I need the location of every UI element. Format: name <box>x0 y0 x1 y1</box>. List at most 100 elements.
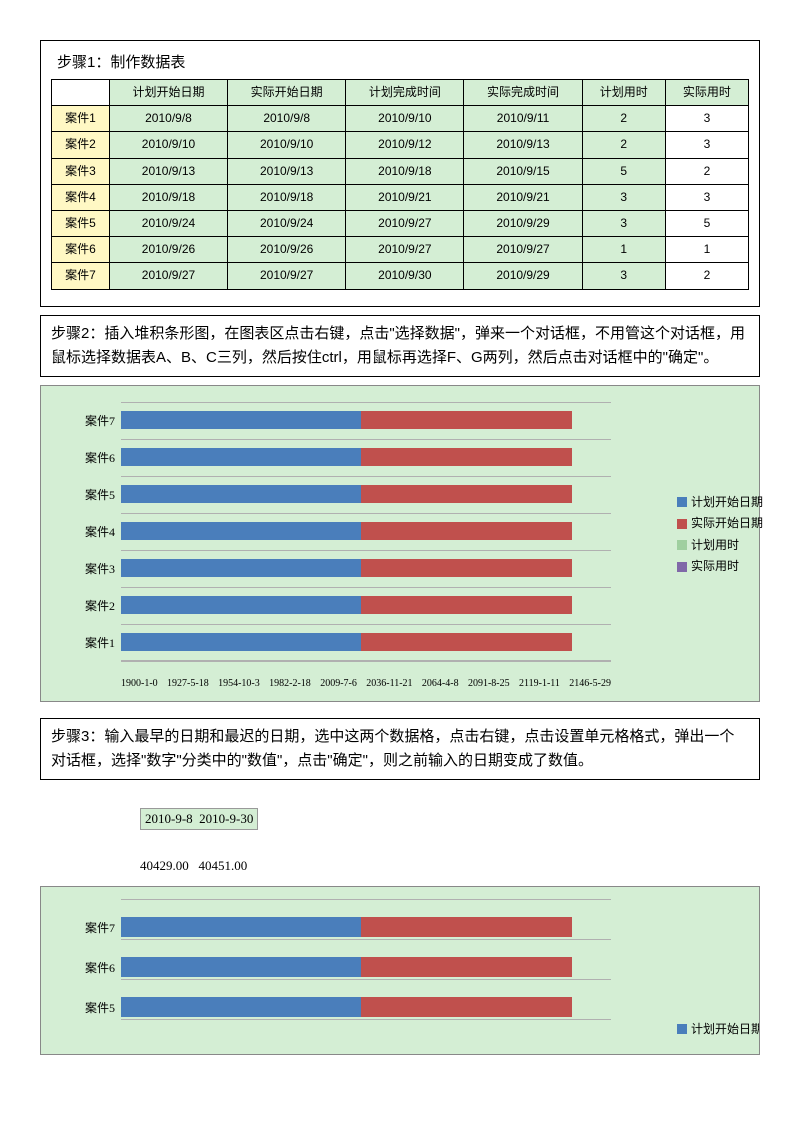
bar-row <box>121 624 611 661</box>
table-cell: 2010/9/18 <box>346 158 464 184</box>
bar-segment-actual-start <box>361 596 572 614</box>
bar-segment-actual-start <box>361 485 572 503</box>
table-cell: 3 <box>665 132 748 158</box>
table-cell: 2010/9/8 <box>228 106 346 132</box>
table-header: 计划开始日期 <box>109 80 227 106</box>
bar-segment-plan-start <box>121 448 361 466</box>
table-cell: 2010/9/10 <box>109 132 227 158</box>
table-header: 计划完成时间 <box>346 80 464 106</box>
step1-box: 步骤1：制作数据表 计划开始日期实际开始日期计划完成时间实际完成时间计划用时实际… <box>40 40 760 307</box>
x-tick-label: 2091-8-25 <box>468 678 510 689</box>
bar-segment-actual-start <box>361 997 572 1017</box>
bar-category-label: 案件3 <box>71 560 115 577</box>
table-cell: 3 <box>665 184 748 210</box>
table-cell: 5 <box>582 158 665 184</box>
legend-label: 实际开始日期 <box>691 513 763 535</box>
table-cell: 案件1 <box>52 106 110 132</box>
step2-box: 步骤2：插入堆积条形图，在图表区点击右键，点击"选择数据"，弹来一个对话框，不用… <box>40 315 760 377</box>
step3-text: 步骤3：输入最早的日期和最迟的日期，选中这两个数据格，点击右键，点击设置单元格格… <box>51 728 734 769</box>
table-cell: 案件2 <box>52 132 110 158</box>
x-tick-label: 2119-1-11 <box>519 678 560 689</box>
bar-category-label: 案件7 <box>71 919 115 936</box>
bar-category-label: 案件7 <box>71 412 115 429</box>
x-tick-label: 2146-5-29 <box>569 678 611 689</box>
bar-segment-plan-start <box>121 633 361 651</box>
table-cell: 案件3 <box>52 158 110 184</box>
table-cell: 2010/9/27 <box>464 237 582 263</box>
earliest-date: 2010-9-8 <box>145 811 193 826</box>
table-cell: 2010/9/26 <box>228 237 346 263</box>
latest-value: 40451.00 <box>199 858 248 873</box>
legend-swatch <box>677 562 687 572</box>
bar-row <box>121 587 611 624</box>
earliest-value: 40429.00 <box>140 858 189 873</box>
table-header: 实际用时 <box>665 80 748 106</box>
legend-label: 计划开始日期 <box>691 492 763 514</box>
bar-segment-actual-start <box>361 448 572 466</box>
bar-row <box>121 476 611 513</box>
table-cell: 2010/9/24 <box>228 210 346 236</box>
table-cell: 案件6 <box>52 237 110 263</box>
chart-1: 案件7案件6案件5案件4案件3案件2案件1 1900-1-01927-5-181… <box>40 385 760 702</box>
x-tick-label: 1927-5-18 <box>167 678 209 689</box>
table-cell: 2010/9/15 <box>464 158 582 184</box>
table-cell: 案件4 <box>52 184 110 210</box>
table-cell: 2010/9/8 <box>109 106 227 132</box>
legend-label: 实际用时 <box>691 556 739 578</box>
table-cell: 3 <box>665 106 748 132</box>
table-header <box>52 80 110 106</box>
table-cell: 5 <box>665 210 748 236</box>
x-tick-label: 2064-4-8 <box>422 678 459 689</box>
data-table: 计划开始日期实际开始日期计划完成时间实际完成时间计划用时实际用时 案件12010… <box>51 79 749 290</box>
legend-swatch <box>677 497 687 507</box>
legend-item: 计划用时 <box>677 535 763 557</box>
table-cell: 2010/9/13 <box>228 158 346 184</box>
table-cell: 2010/9/10 <box>346 106 464 132</box>
bar-category-label: 案件1 <box>71 634 115 651</box>
table-cell: 2010/9/26 <box>109 237 227 263</box>
table-cell: 2010/9/10 <box>228 132 346 158</box>
legend-swatch <box>677 1024 687 1034</box>
table-header: 实际完成时间 <box>464 80 582 106</box>
table-cell: 2010/9/21 <box>464 184 582 210</box>
table-row: 案件62010/9/262010/9/262010/9/272010/9/271… <box>52 237 749 263</box>
legend-label: 计划用时 <box>691 535 739 557</box>
table-cell: 2010/9/18 <box>228 184 346 210</box>
bar-segment-actual-start <box>361 411 572 429</box>
bar-segment-plan-start <box>121 559 361 577</box>
step1-title: 步骤1：制作数据表 <box>51 47 749 79</box>
x-tick-label: 2036-11-21 <box>366 678 412 689</box>
bar-segment-plan-start <box>121 411 361 429</box>
table-cell: 2010/9/13 <box>109 158 227 184</box>
table-header: 计划用时 <box>582 80 665 106</box>
legend-item: 实际开始日期 <box>677 513 763 535</box>
table-cell: 2 <box>665 158 748 184</box>
table-row: 案件52010/9/242010/9/242010/9/272010/9/293… <box>52 210 749 236</box>
x-tick-label: 2009-7-6 <box>320 678 357 689</box>
table-cell: 2010/9/11 <box>464 106 582 132</box>
table-cell: 2010/9/27 <box>346 210 464 236</box>
bar-category-label: 案件6 <box>71 959 115 976</box>
bar-row <box>121 402 611 439</box>
bar-row <box>121 513 611 550</box>
table-row: 案件42010/9/182010/9/182010/9/212010/9/213… <box>52 184 749 210</box>
table-cell: 2010/9/29 <box>464 210 582 236</box>
chart-2: 案件7案件6案件5 计划开始日期 <box>40 886 760 1055</box>
table-cell: 2 <box>665 263 748 289</box>
table-cell: 2 <box>582 106 665 132</box>
table-row: 案件12010/9/82010/9/82010/9/102010/9/1123 <box>52 106 749 132</box>
table-cell: 2 <box>582 132 665 158</box>
legend-swatch <box>677 519 687 529</box>
legend-label: 计划开始日期 <box>691 1019 760 1041</box>
bar-segment-plan-start <box>121 596 361 614</box>
step3-box: 步骤3：输入最早的日期和最迟的日期，选中这两个数据格，点击右键，点击设置单元格格… <box>40 718 760 780</box>
bar-segment-actual-start <box>361 633 572 651</box>
legend-item: 计划开始日期 <box>677 492 763 514</box>
legend-item: 实际用时 <box>677 556 763 578</box>
latest-date: 2010-9-30 <box>199 811 253 826</box>
bar-segment-actual-start <box>361 522 572 540</box>
numeric-values: 40429.00 40451.00 <box>140 858 760 874</box>
table-cell: 1 <box>665 237 748 263</box>
table-cell: 案件5 <box>52 210 110 236</box>
x-tick-label: 1982-2-18 <box>269 678 311 689</box>
